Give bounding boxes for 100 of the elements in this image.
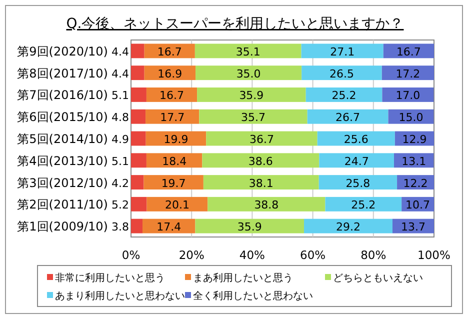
y-tick-label: 第2回(2011/10) bbox=[17, 198, 108, 212]
x-tick-label: 40% bbox=[239, 248, 266, 262]
x-tick-label: 100% bbox=[418, 248, 451, 262]
data-label: 4.9 bbox=[112, 133, 129, 146]
data-label: 5.1 bbox=[112, 89, 129, 102]
legend-label: あまり利用したいと思わない bbox=[55, 290, 185, 302]
bar bbox=[146, 88, 198, 102]
bar bbox=[146, 109, 200, 124]
data-label: 16.7 bbox=[160, 89, 184, 102]
title: Q.今後、ネットスーパーを利用したいと思いますか？ bbox=[66, 16, 404, 32]
data-label: 20.1 bbox=[164, 198, 190, 212]
y-tick-label: 第9回(2020/10) bbox=[17, 44, 108, 58]
data-label: 29.2 bbox=[336, 220, 360, 234]
y-tick-label: 第5回(2014/10) bbox=[17, 132, 108, 146]
data-label: 26.5 bbox=[329, 67, 354, 80]
data-label: 35.9 bbox=[239, 89, 264, 102]
data-label: 38.1 bbox=[248, 176, 274, 190]
bar bbox=[307, 109, 388, 124]
bar bbox=[131, 218, 143, 234]
data-label: 15.0 bbox=[398, 111, 424, 124]
data-label: 35.7 bbox=[241, 111, 266, 124]
bar bbox=[131, 196, 147, 212]
bar bbox=[144, 44, 195, 58]
legend-label: 非常に利用したいと思う bbox=[55, 272, 165, 284]
data-label: 26.7 bbox=[336, 111, 360, 124]
bar bbox=[304, 218, 392, 234]
bar bbox=[306, 88, 382, 102]
legend-label: まあ利用したいと思う bbox=[193, 272, 293, 284]
data-label: 12.9 bbox=[402, 133, 427, 146]
data-label: 12.2 bbox=[403, 176, 428, 190]
y-tick-label: 第6回(2015/10) bbox=[17, 110, 108, 124]
data-label: 4.4 bbox=[112, 67, 129, 80]
bar bbox=[206, 131, 318, 146]
bar bbox=[199, 109, 308, 124]
x-tick-label: 0% bbox=[122, 248, 140, 262]
data-label: 16.7 bbox=[396, 45, 421, 58]
bar bbox=[131, 109, 146, 124]
bar bbox=[382, 88, 434, 102]
y-tick-label: 第1回(2009/10) bbox=[17, 220, 108, 234]
data-label: 35.9 bbox=[237, 220, 262, 234]
bar bbox=[197, 88, 306, 102]
data-label: 19.9 bbox=[164, 133, 188, 146]
data-label: 25.6 bbox=[344, 133, 368, 146]
bar bbox=[383, 44, 434, 58]
bar bbox=[144, 175, 204, 190]
bar bbox=[382, 66, 434, 80]
data-label: 27.1 bbox=[330, 45, 355, 58]
data-label: 25.2 bbox=[332, 89, 356, 102]
bar bbox=[318, 175, 398, 190]
bar bbox=[195, 218, 304, 234]
data-label: 35.0 bbox=[236, 67, 261, 80]
y-tick-label: 第8回(2017/10) bbox=[17, 66, 108, 80]
bar bbox=[301, 44, 384, 58]
data-label: 5.1 bbox=[112, 154, 129, 168]
y-tick-label: 第4回(2013/10) bbox=[17, 154, 108, 168]
x-tick-label: 80% bbox=[360, 248, 386, 262]
data-label: 4.2 bbox=[112, 176, 129, 190]
y-tick-label: 第3回(2012/10) bbox=[17, 176, 108, 190]
data-label: 17.0 bbox=[396, 89, 420, 102]
x-tick-label: 60% bbox=[300, 248, 326, 262]
data-label: 3.8 bbox=[112, 220, 129, 234]
data-label: 4.4 bbox=[112, 45, 129, 58]
data-label: 18.4 bbox=[162, 154, 187, 168]
data-label: 35.1 bbox=[236, 45, 260, 58]
legend-label: 全く利用したいと思わない bbox=[193, 290, 313, 302]
bar bbox=[319, 153, 394, 168]
bar bbox=[203, 175, 319, 190]
bar bbox=[142, 218, 196, 234]
data-label: 17.4 bbox=[156, 220, 182, 234]
bar bbox=[131, 153, 146, 168]
bar bbox=[202, 153, 320, 168]
data-label: 17.2 bbox=[396, 67, 420, 80]
bar bbox=[196, 66, 302, 80]
bar bbox=[131, 44, 144, 58]
bar bbox=[131, 66, 144, 80]
bar bbox=[194, 44, 302, 58]
data-label: 38.8 bbox=[254, 198, 279, 212]
bar bbox=[146, 196, 208, 212]
data-label: 13.7 bbox=[400, 220, 426, 234]
data-label: 24.7 bbox=[344, 154, 369, 168]
bar bbox=[208, 196, 326, 212]
bar bbox=[146, 153, 202, 168]
data-label: 16.9 bbox=[158, 67, 182, 80]
y-tick-label: 第7回(2016/10) bbox=[17, 88, 108, 102]
data-label: 17.7 bbox=[160, 111, 185, 124]
data-label: 36.7 bbox=[249, 133, 274, 146]
data-label: 13.1 bbox=[402, 154, 426, 168]
data-label: 10.7 bbox=[406, 198, 430, 212]
data-label: 19.7 bbox=[161, 176, 186, 190]
data-label: 16.7 bbox=[157, 45, 182, 58]
bar bbox=[131, 88, 146, 102]
data-label: 38.6 bbox=[248, 154, 273, 168]
data-label: 5.2 bbox=[112, 198, 129, 212]
data-label: 25.2 bbox=[351, 198, 376, 212]
x-tick-label: 20% bbox=[178, 248, 204, 262]
bar bbox=[325, 196, 402, 212]
bar bbox=[131, 131, 146, 146]
bar bbox=[302, 66, 382, 80]
bar bbox=[131, 175, 144, 190]
legend-label: どちらともいえない bbox=[333, 273, 423, 284]
